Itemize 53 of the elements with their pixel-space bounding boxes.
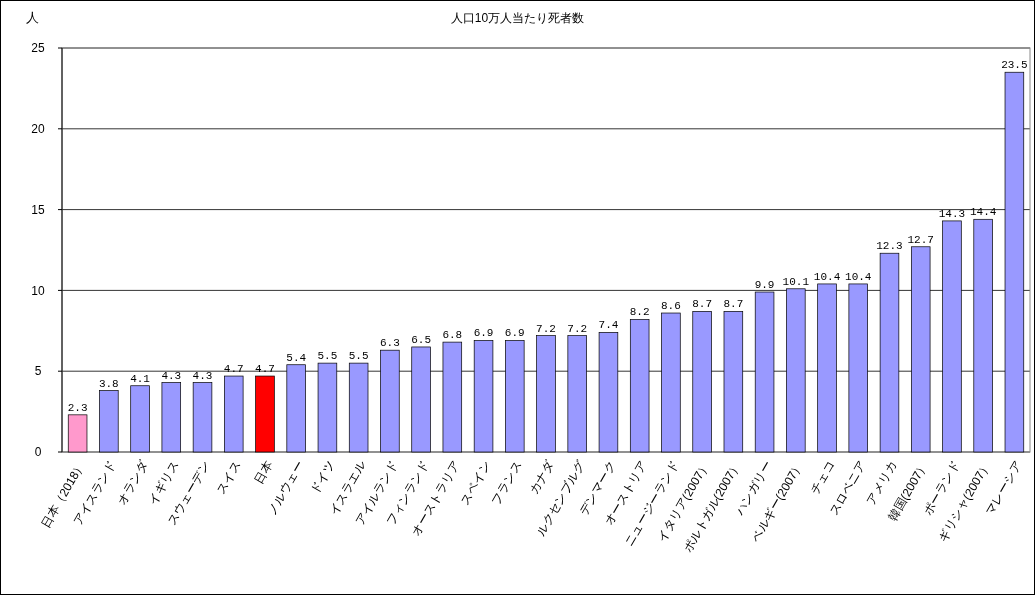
y-tick-label: 10 xyxy=(31,283,45,298)
bar xyxy=(67,414,88,453)
bar xyxy=(161,382,182,453)
x-tick-label: ドイツ xyxy=(307,458,338,497)
data-label: 14.3 xyxy=(938,207,966,220)
data-label: 12.3 xyxy=(876,240,903,253)
data-label: 8.6 xyxy=(661,300,681,313)
data-label: 10.4 xyxy=(813,270,841,283)
data-label: 4.7 xyxy=(223,363,244,376)
y-tick-label: 0 xyxy=(34,445,42,460)
data-label: 8.2 xyxy=(629,306,650,319)
data-label: 4.3 xyxy=(192,369,213,382)
data-label: 6.3 xyxy=(379,337,400,350)
data-label: 6.9 xyxy=(473,327,494,340)
data-label: 3.8 xyxy=(98,377,119,390)
x-tick-label: オランダ xyxy=(114,457,151,508)
data-label: 7.4 xyxy=(598,319,619,332)
data-label: 4.1 xyxy=(130,372,151,385)
data-label: 8.7 xyxy=(723,298,744,311)
data-label: 5.5 xyxy=(317,350,338,363)
data-label: 14.4 xyxy=(969,206,997,219)
data-label: 6.8 xyxy=(442,329,463,342)
x-tick-label: カナダ xyxy=(526,457,557,497)
x-tick-label: 日本 xyxy=(251,458,276,487)
data-label: 4.3 xyxy=(161,369,182,382)
bar xyxy=(224,375,244,453)
chart-title: 人口10万人当たり死者数 xyxy=(450,11,585,25)
bar xyxy=(192,382,213,453)
data-label: 12.7 xyxy=(907,233,934,246)
y-tick-label: 25 xyxy=(31,41,45,56)
bar xyxy=(255,375,275,453)
y-tick-label: 20 xyxy=(31,122,45,136)
data-label: 10.4 xyxy=(845,270,872,283)
x-tick-label: フランス xyxy=(488,458,526,508)
data-label: 5.4 xyxy=(286,351,307,364)
y-axis-title: 人 xyxy=(25,10,39,25)
data-label: 10.1 xyxy=(782,275,810,288)
data-label: 5.5 xyxy=(348,350,369,363)
x-tick-label: チェコ xyxy=(807,458,838,497)
data-label: 2.3 xyxy=(67,401,88,414)
data-label: 6.5 xyxy=(411,333,431,346)
data-label: 9.9 xyxy=(754,279,775,292)
x-tick-label: スイス xyxy=(213,458,244,497)
data-label: 23.5 xyxy=(1001,59,1028,72)
y-tick-label: 5 xyxy=(34,364,42,379)
data-label: 4.7 xyxy=(255,363,275,376)
bar xyxy=(99,390,119,453)
y-tick-label: 15 xyxy=(31,202,45,217)
data-label: 7.2 xyxy=(536,322,556,335)
bar xyxy=(130,385,150,453)
data-label: 8.7 xyxy=(692,298,713,311)
data-label: 6.9 xyxy=(504,327,525,340)
data-label: 7.2 xyxy=(567,322,588,335)
